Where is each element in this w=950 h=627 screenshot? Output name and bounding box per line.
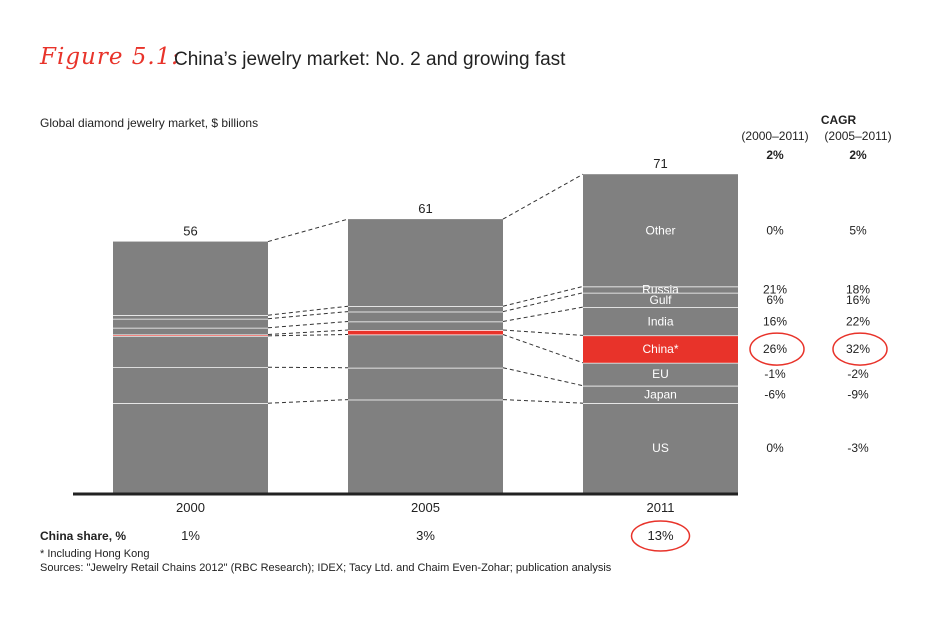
bar-segment-eu-2005 xyxy=(348,334,503,368)
china-share-label: China share, % xyxy=(40,529,126,543)
x-tick-label: 2000 xyxy=(176,500,205,515)
figure-title: China’s jewelry market: No. 2 and growin… xyxy=(174,49,566,70)
connector-line xyxy=(267,305,349,316)
bar-segment-gulf-2011 xyxy=(583,292,738,308)
china-share-value: 3% xyxy=(416,528,435,543)
highlight-circle xyxy=(630,520,691,552)
cagr-period: (2000–2011) xyxy=(741,129,808,143)
connector-line xyxy=(267,399,349,404)
connector-line xyxy=(502,285,584,307)
highlight-circle xyxy=(749,332,805,366)
bar-segment-russia-2000 xyxy=(113,315,268,319)
y-axis-label: Global diamond jewelry market, $ billion… xyxy=(40,116,258,130)
cagr-value: 32% xyxy=(846,342,870,356)
segment-label: EU xyxy=(652,367,669,381)
bar-segment-eu-2011 xyxy=(583,362,738,386)
cagr-value: 0% xyxy=(766,441,784,455)
cagr-value: 22% xyxy=(846,314,870,328)
highlight-circle xyxy=(832,332,888,366)
bar-segment-china-2005 xyxy=(348,330,503,335)
segment-label: US xyxy=(652,441,669,455)
bar-segment-other-2005 xyxy=(348,219,503,307)
bar-segment-other-2011 xyxy=(583,174,738,287)
bar-segment-russia-2011 xyxy=(583,286,738,293)
cagr-value: 5% xyxy=(849,223,867,237)
connector-line xyxy=(267,329,349,336)
cagr-value: 16% xyxy=(763,314,787,328)
bar-total-label: 56 xyxy=(183,224,197,239)
bar-segment-other-2000 xyxy=(113,241,268,316)
cagr-value: -2% xyxy=(847,367,869,381)
cagr-value: 16% xyxy=(846,293,870,307)
connector-line xyxy=(502,329,584,336)
bar-segment-us-2011 xyxy=(583,403,738,493)
x-tick-label: 2005 xyxy=(411,500,440,515)
cagr-value: 0% xyxy=(766,223,784,237)
bar-segment-india-2011 xyxy=(583,307,738,336)
connector-line xyxy=(267,311,349,320)
connector-line xyxy=(267,334,349,337)
connector-line xyxy=(502,367,584,387)
bar-segment-china-2011 xyxy=(583,335,738,363)
bar-segment-japan-2000 xyxy=(113,367,268,404)
bar-segment-japan-2011 xyxy=(583,385,738,404)
bar-segment-gulf-2005 xyxy=(348,311,503,322)
china-share-value: 1% xyxy=(181,528,200,543)
segment-label: Other xyxy=(645,223,675,237)
connector-line xyxy=(502,173,584,220)
cagr-title: CAGR xyxy=(821,113,857,127)
cagr-value: 21% xyxy=(763,283,787,297)
segment-label: Gulf xyxy=(649,293,672,307)
footnote: * Including Hong Kong xyxy=(40,548,149,560)
x-tick-label: 2011 xyxy=(647,500,675,515)
bar-total-label: 71 xyxy=(653,156,667,171)
cagr-total: 2% xyxy=(766,148,784,162)
cagr-value: 6% xyxy=(766,293,784,307)
figure-label: Figure 5.1: xyxy=(40,44,181,70)
bar-segment-eu-2000 xyxy=(113,335,268,368)
bar-segment-russia-2005 xyxy=(348,306,503,312)
footnote: Sources: "Jewelry Retail Chains 2012" (R… xyxy=(40,562,612,574)
connector-line xyxy=(502,334,584,364)
cagr-value: 18% xyxy=(846,283,870,297)
bar-segment-us-2000 xyxy=(113,403,268,493)
segment-label: Russia xyxy=(642,283,679,297)
cagr-value: -1% xyxy=(764,367,786,381)
cagr-total: 2% xyxy=(849,148,867,162)
connector-line xyxy=(502,399,584,404)
cagr-period: (2005–2011) xyxy=(824,129,891,143)
segment-label: China* xyxy=(642,342,678,356)
cagr-value: -3% xyxy=(847,441,869,455)
bar-segment-us-2005 xyxy=(348,399,503,493)
bar-segment-india-2000 xyxy=(113,327,268,335)
bar-segment-india-2005 xyxy=(348,321,503,331)
connector-line xyxy=(502,292,584,313)
connector-line xyxy=(267,218,349,243)
cagr-value: -9% xyxy=(847,387,869,401)
cagr-value: -6% xyxy=(764,387,786,401)
connector-line xyxy=(502,306,584,322)
segment-label: Japan xyxy=(644,387,677,401)
cagr-value: 26% xyxy=(763,342,787,356)
connector-line xyxy=(267,320,349,329)
bar-total-label: 61 xyxy=(418,201,432,216)
china-share-value: 13% xyxy=(647,528,673,543)
segment-label: India xyxy=(647,314,673,328)
bar-segment-gulf-2000 xyxy=(113,318,268,328)
bar-segment-japan-2005 xyxy=(348,367,503,400)
